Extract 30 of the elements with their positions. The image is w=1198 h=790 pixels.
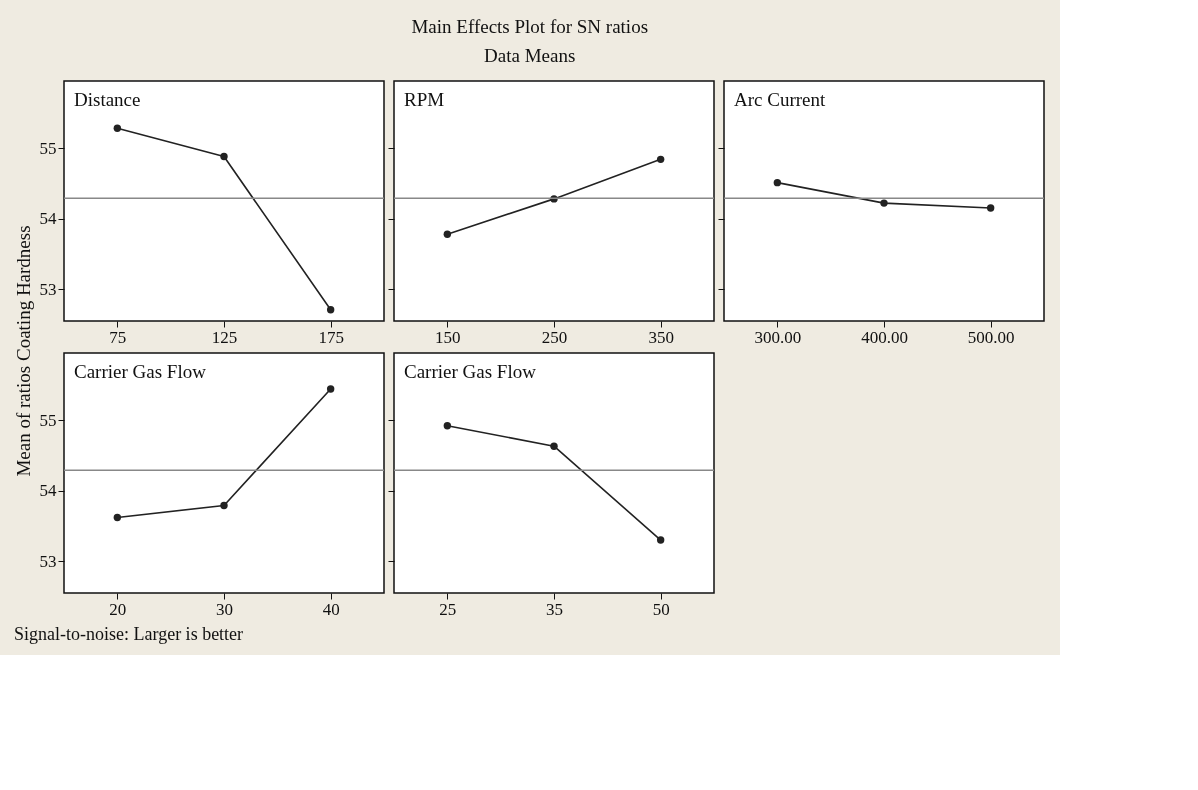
text: Signal-to-noise: Larger is better (14, 624, 244, 644)
x-tick-label: 20 (109, 599, 127, 619)
y-axis-title: Mean of ratios Coating Hardness (13, 225, 34, 477)
text: Main Effects Plot for SN ratios (411, 16, 649, 38)
y-tick-label: 53 (39, 551, 57, 571)
chart-title: Distance (74, 89, 141, 110)
x-tick-label: 500.00 (967, 327, 1015, 347)
chart-title: Carrier Gas Flow (404, 361, 537, 382)
y-tick-label: 55 (39, 138, 57, 158)
chart-title: Arc Current (734, 89, 826, 110)
y-tick-label: 54 (39, 209, 57, 229)
chart-title: Carrier Gas Flow (74, 361, 207, 382)
x-tick-label: 40 (322, 599, 340, 619)
x-tick-label: 300.00 (754, 327, 802, 347)
x-tick-label: 175 (318, 327, 344, 347)
x-tick-label: 25 (439, 599, 457, 619)
x-tick-label: 75 (109, 327, 127, 347)
x-tick-label: 35 (546, 599, 563, 619)
x-tick-label: 400.00 (861, 327, 908, 347)
y-tick-label: 54 (39, 481, 57, 501)
y-tick-label: 55 (39, 410, 57, 430)
x-tick-label: 30 (216, 599, 233, 619)
text: Data Means (484, 45, 576, 67)
x-tick-label: 250 (541, 327, 568, 347)
x-tick-label: 125 (211, 327, 238, 347)
chart-title: RPM (404, 89, 445, 110)
x-tick-label: 150 (435, 327, 461, 347)
x-tick-label: 350 (648, 327, 674, 347)
x-tick-label: 50 (652, 599, 670, 619)
y-tick-label: 53 (39, 279, 57, 299)
